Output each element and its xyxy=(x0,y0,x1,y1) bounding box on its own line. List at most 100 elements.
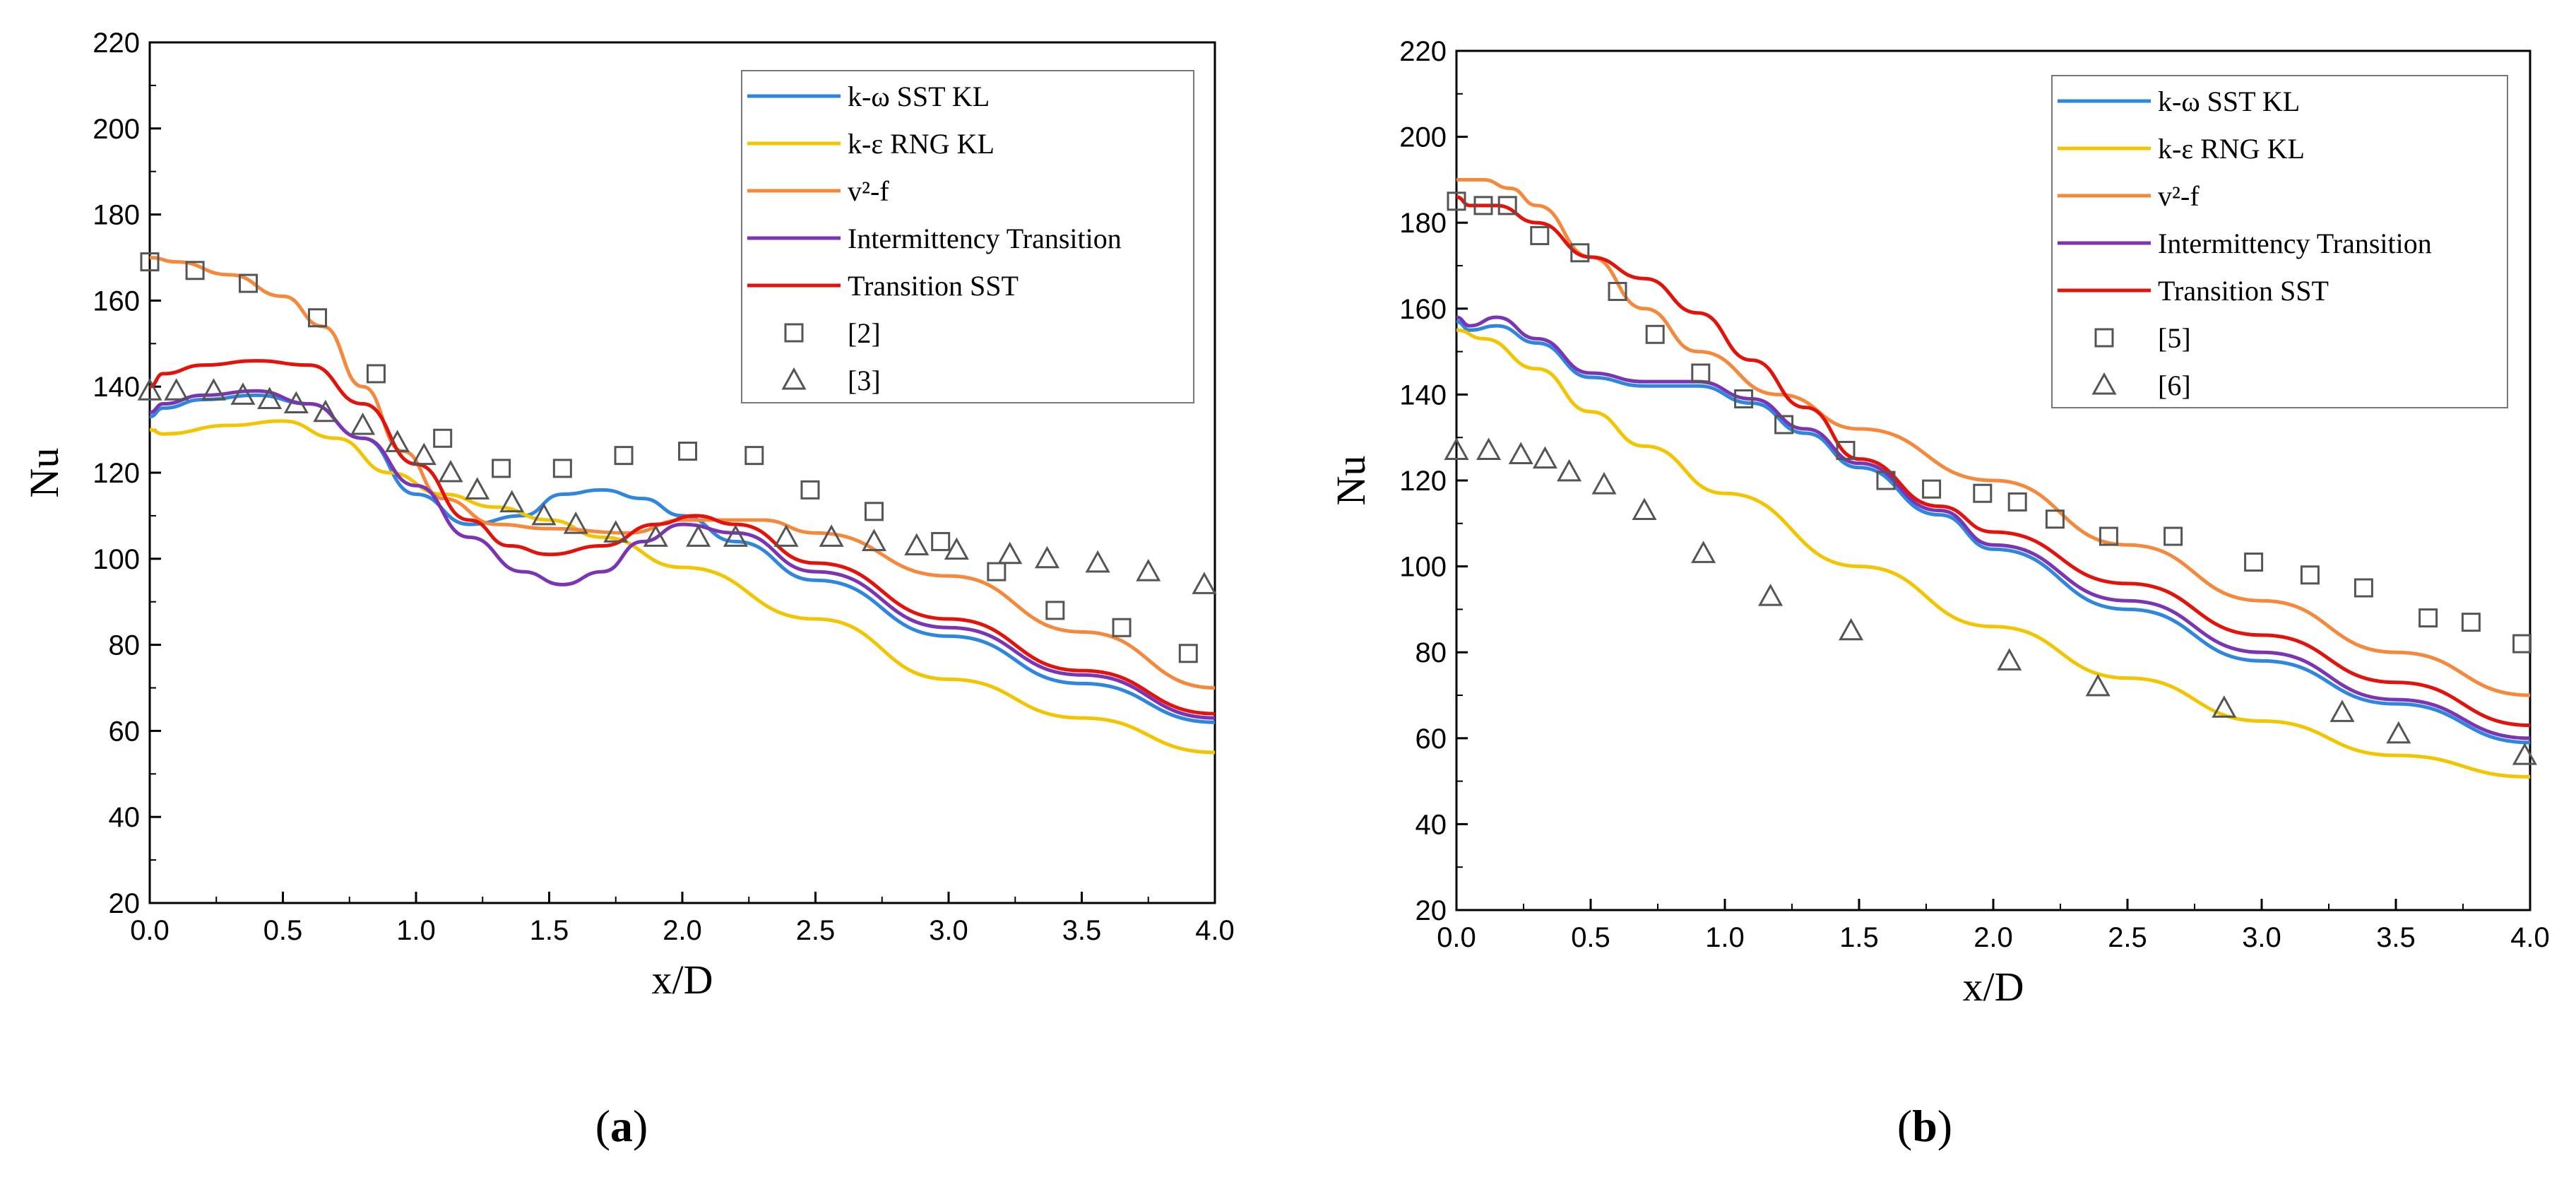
legend-label: [6] xyxy=(2158,370,2191,401)
data-point-triangle xyxy=(531,502,557,526)
data-point-triangle xyxy=(563,511,588,534)
x-tick-label: 3.0 xyxy=(929,915,968,946)
data-point-square xyxy=(366,364,386,384)
x-tick-label: 1.5 xyxy=(1839,922,1879,953)
data-point-square xyxy=(800,480,820,500)
data-point-triangle xyxy=(686,524,711,547)
data-point-triangle xyxy=(230,382,256,405)
legend: k-ω SST KL k-ε RNG KL v²-f Intermittency Tr… xyxy=(2051,75,2508,408)
legend-label: [3] xyxy=(848,365,881,396)
series-line-3 xyxy=(149,389,1216,720)
series-line-0 xyxy=(149,393,1216,724)
data-point-triangle xyxy=(603,520,629,543)
legend-label: v²-f xyxy=(2158,180,2200,212)
data-point-square xyxy=(2099,526,2118,546)
data-point-square xyxy=(433,428,453,448)
data-point-triangle xyxy=(1691,541,1716,563)
data-point-square xyxy=(308,308,328,328)
data-point-triangle xyxy=(465,477,490,500)
data-point-square xyxy=(1608,281,1627,301)
data-point-square xyxy=(1973,483,1993,503)
data-point-triangle xyxy=(2329,700,2355,722)
data-point-square xyxy=(140,252,160,272)
x-tick-label: 0.0 xyxy=(130,915,170,946)
data-point-square xyxy=(1447,191,1466,211)
marker-series-0 xyxy=(140,252,1198,663)
chart-panel-a: 0.0 0.5 1.0 1.5 2.0 2.5 3.0 3.5 4.0 20 40 60 80 100 12… xyxy=(21,28,1235,1151)
data-point-square xyxy=(1473,196,1493,216)
data-point-square xyxy=(987,562,1007,582)
x-tick-label: 0.0 xyxy=(1437,922,1476,953)
data-point-square xyxy=(2354,578,2373,598)
data-point-triangle xyxy=(385,430,410,452)
data-point-square xyxy=(614,446,634,466)
data-point-square xyxy=(931,531,951,551)
panel-label: (b) xyxy=(1897,1101,1952,1151)
data-point-triangle xyxy=(944,537,969,560)
legend-label: Transition SST xyxy=(848,270,1019,302)
data-point-square xyxy=(1774,415,1794,435)
y-tick-label: 160 xyxy=(1399,294,1447,325)
x-tick-label: 1.0 xyxy=(396,915,436,946)
data-point-triangle xyxy=(2512,743,2537,765)
data-point-square xyxy=(1045,601,1065,620)
y-tick-label: 60 xyxy=(1415,724,1447,755)
data-point-triangle xyxy=(1192,572,1217,594)
data-point-triangle xyxy=(257,386,283,409)
y-tick-label: 140 xyxy=(93,372,140,403)
chart-panel-b: 0.0 0.5 1.0 1.5 2.0 2.5 3.0 3.5 4.0 20 40 60 80 100 12… xyxy=(1328,36,2550,1151)
series-line-3 xyxy=(1456,315,2531,740)
data-point-triangle xyxy=(819,524,844,547)
legend-label: v²-f xyxy=(848,175,889,207)
y-axis-label: Nu xyxy=(21,448,67,498)
data-point-triangle xyxy=(643,524,668,547)
data-point-triangle xyxy=(438,459,463,483)
data-point-square xyxy=(2045,509,2065,529)
data-point-square xyxy=(678,442,698,461)
data-point-square xyxy=(1497,196,1517,216)
legend-marker-triangle xyxy=(2091,372,2117,395)
data-point-triangle xyxy=(1034,545,1060,569)
y-tick-label: 60 xyxy=(109,716,141,747)
data-point-triangle xyxy=(1508,442,1533,465)
data-point-square xyxy=(2007,492,2027,512)
data-point-triangle xyxy=(164,378,189,401)
series-line-1 xyxy=(149,419,1216,755)
series-line-1 xyxy=(1456,328,2531,779)
y-tick-label: 180 xyxy=(93,200,140,231)
legend-marker-square xyxy=(2094,328,2114,348)
x-tick-label: 2.0 xyxy=(663,915,702,946)
y-tick-label: 20 xyxy=(109,888,141,919)
legend-label: Transition SST xyxy=(2158,275,2329,307)
data-point-triangle xyxy=(350,412,376,435)
data-point-triangle xyxy=(1591,471,1617,495)
data-point-triangle xyxy=(1476,437,1502,460)
x-tick-label: 2.5 xyxy=(796,915,836,946)
y-tick-label: 220 xyxy=(1399,36,1447,67)
y-tick-label: 200 xyxy=(1399,122,1447,153)
y-tick-label: 120 xyxy=(93,458,140,489)
data-point-triangle xyxy=(1557,459,1582,482)
data-point-triangle xyxy=(137,378,162,401)
data-point-square xyxy=(1836,440,1856,460)
data-point-triangle xyxy=(283,391,309,414)
x-tick-label: 1.5 xyxy=(530,915,569,946)
y-tick-label: 80 xyxy=(1415,637,1447,668)
data-point-square xyxy=(1645,324,1665,344)
marker-series-0 xyxy=(1447,191,2532,654)
x-axis-label: x/D xyxy=(652,957,713,1003)
data-point-square xyxy=(1734,389,1754,408)
legend-label: [5] xyxy=(2158,322,2191,354)
data-point-square xyxy=(1922,479,1942,499)
data-point-triangle xyxy=(997,541,1023,565)
data-point-square xyxy=(1691,363,1711,383)
data-point-square xyxy=(744,446,764,466)
data-point-square xyxy=(238,273,258,293)
data-point-square xyxy=(1178,644,1198,663)
y-tick-label: 20 xyxy=(1415,895,1447,926)
data-point-square xyxy=(2418,608,2438,628)
legend-label: Intermittency Transition xyxy=(848,223,1122,254)
y-tick-label: 40 xyxy=(109,802,141,833)
y-tick-label: 100 xyxy=(93,544,140,575)
